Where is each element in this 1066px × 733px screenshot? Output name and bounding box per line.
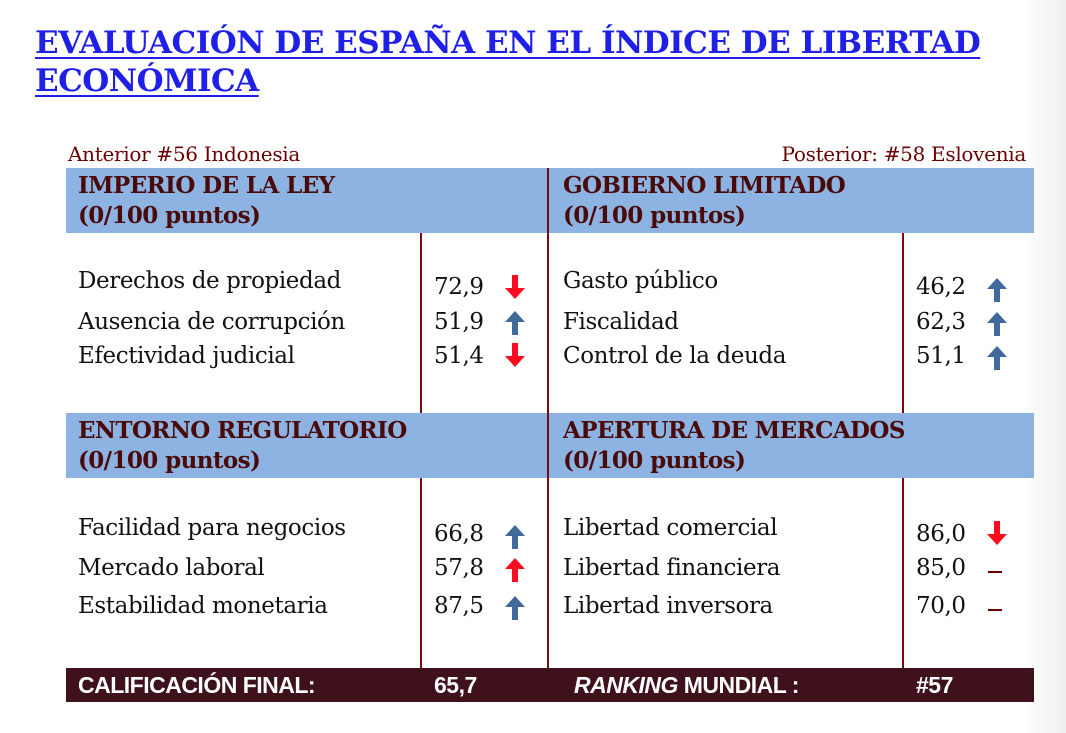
freedom-index-table: IMPERIO DE LA LEY (0/100 puntos) GOBIERN… (66, 168, 1034, 702)
indicator-label: Libertad inversora (563, 593, 773, 619)
blue-up-arrow-icon (505, 596, 525, 620)
indicator-label: Estabilidad monetaria (78, 593, 328, 619)
section-header-entorno: ENTORNO REGULATORIO (0/100 puntos) (78, 413, 407, 481)
final-score-label: CALIFICACIÓN FINAL: (78, 672, 316, 698)
indicator-label: Libertad comercial (563, 515, 778, 541)
indicator-value: 51,4 (434, 343, 484, 369)
section-header-apertura: APERTURA DE MERCADOS (0/100 puntos) (563, 413, 905, 481)
indicator-label: Efectividad judicial (78, 343, 295, 369)
indicator-label: Gasto público (563, 268, 718, 294)
indicator-label: Libertad financiera (563, 555, 781, 581)
indicator-value: 87,5 (434, 593, 484, 619)
value-divider (420, 478, 422, 668)
red-down-arrow-icon (505, 343, 525, 367)
indicator-value: 46,2 (916, 274, 966, 300)
ranking-italic: RANKING (574, 672, 678, 698)
no-change-dash-icon (988, 609, 1002, 611)
header-row-bottom: ENTORNO REGULATORIO (0/100 puntos) APERT… (66, 413, 1034, 478)
value-divider (902, 478, 904, 668)
section-subtitle: (0/100 puntos) (563, 447, 746, 474)
section-subtitle: (0/100 puntos) (78, 202, 261, 229)
title-line-1[interactable]: EVALUACIÓN DE ESPAÑA EN EL ÍNDICE DE LIB… (35, 25, 981, 61)
blue-up-arrow-icon (505, 311, 525, 335)
header-row-top: IMPERIO DE LA LEY (0/100 puntos) GOBIERN… (66, 168, 1034, 233)
section-header-imperio: IMPERIO DE LA LEY (0/100 puntos) (78, 168, 335, 236)
no-change-dash-icon (988, 571, 1002, 573)
indicator-value: 51,9 (434, 309, 484, 335)
indicator-label: Control de la deuda (563, 343, 787, 369)
section-title: APERTURA DE MERCADOS (563, 417, 905, 444)
section-header-gobierno: GOBIERNO LIMITADO (0/100 puntos) (563, 168, 846, 236)
indicator-label: Ausencia de corrupción (78, 309, 345, 335)
summary-bar: CALIFICACIÓN FINAL: 65,7 RANKING MUNDIAL… (66, 668, 1034, 702)
red-down-arrow-icon (987, 521, 1007, 545)
indicator-label: Facilidad para negocios (78, 515, 346, 541)
previous-country-link[interactable]: Anterior #56 Indonesia (68, 142, 301, 166)
ranking-rest: MUNDIAL : (677, 672, 800, 698)
world-ranking-label: RANKING MUNDIAL : (574, 668, 799, 702)
value-divider (902, 233, 904, 413)
blue-up-arrow-icon (505, 525, 525, 549)
red-up-arrow-icon (505, 558, 525, 582)
indicator-value: 51,1 (916, 343, 966, 369)
indicator-value: 85,0 (916, 555, 966, 581)
world-ranking-value: #57 (916, 672, 953, 698)
section-subtitle: (0/100 puntos) (78, 447, 261, 474)
indicator-label: Fiscalidad (563, 309, 679, 335)
next-country-link[interactable]: Posterior: #58 Eslovenia (781, 142, 1027, 166)
final-score-value: 65,7 (434, 672, 477, 698)
center-divider (547, 168, 549, 668)
section-title: IMPERIO DE LA LEY (78, 172, 335, 199)
indicator-value: 66,8 (434, 521, 484, 547)
red-down-arrow-icon (505, 275, 525, 299)
indicator-value: 72,9 (434, 274, 484, 300)
section-subtitle: (0/100 puntos) (563, 202, 746, 229)
value-divider (420, 233, 422, 413)
page-title[interactable]: EVALUACIÓN DE ESPAÑA EN EL ÍNDICE DE LIB… (35, 24, 1015, 100)
blue-up-arrow-icon (987, 312, 1007, 336)
indicator-value: 62,3 (916, 309, 966, 335)
blue-up-arrow-icon (987, 346, 1007, 370)
indicator-value: 70,0 (916, 593, 966, 619)
section-title: ENTORNO REGULATORIO (78, 417, 407, 444)
title-line-2[interactable]: ECONÓMICA (35, 63, 259, 99)
indicator-label: Mercado laboral (78, 555, 265, 581)
indicator-label: Derechos de propiedad (78, 268, 341, 294)
indicator-value: 57,8 (434, 555, 484, 581)
blue-up-arrow-icon (987, 278, 1007, 302)
indicator-value: 86,0 (916, 521, 966, 547)
section-title: GOBIERNO LIMITADO (563, 172, 846, 199)
